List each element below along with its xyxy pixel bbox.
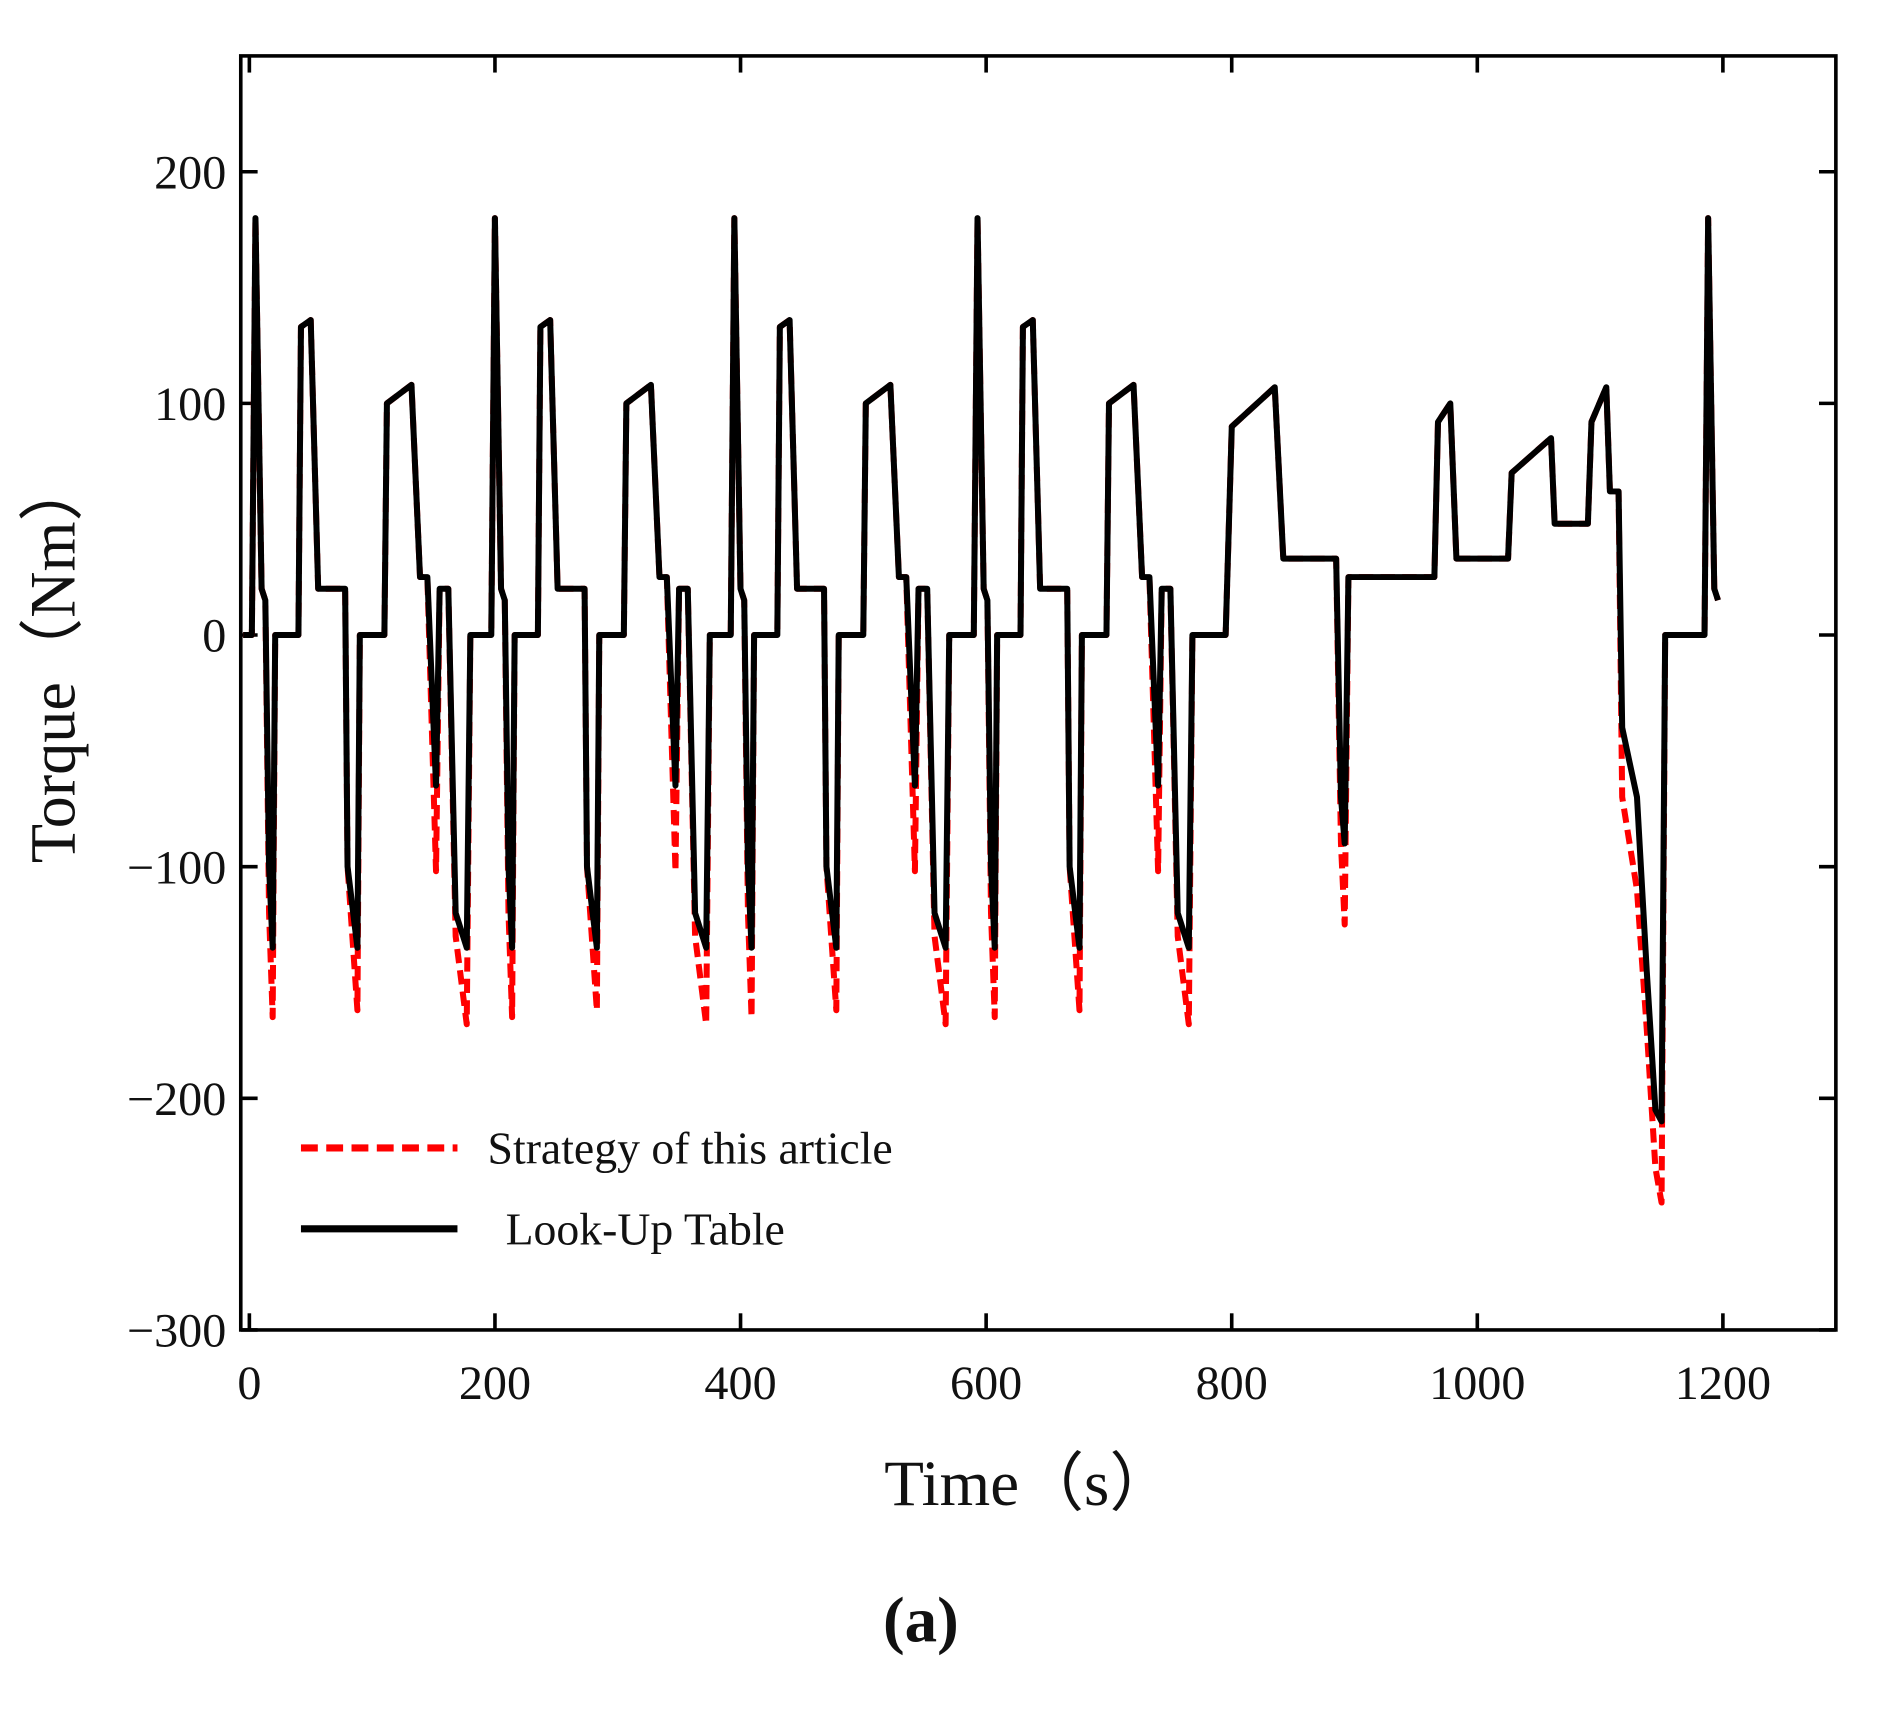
x-tick-label: 800 [1196, 1357, 1268, 1410]
y-tick-label: −300 [127, 1305, 226, 1358]
y-tick-label: −200 [127, 1073, 226, 1126]
x-axis-label: Time（s） [884, 1447, 1174, 1519]
y-tick-label: 0 [202, 610, 226, 663]
plot-frame [238, 54, 1838, 1332]
y-tick-label: 200 [154, 147, 226, 200]
legend-label: Strategy of this article [488, 1123, 893, 1174]
x-tick-label: 0 [237, 1357, 261, 1410]
x-tick-label: 200 [459, 1357, 531, 1410]
x-tick-label: 600 [950, 1357, 1022, 1410]
x-tick-label: 1200 [1675, 1357, 1771, 1410]
legend-label: Look-Up Table [506, 1204, 785, 1255]
y-tick-label: −100 [127, 842, 226, 895]
x-tick-label: 400 [704, 1357, 776, 1410]
y-tick-label: 100 [154, 378, 226, 431]
line-series [243, 215, 1721, 1125]
x-tick-label: 1000 [1429, 1357, 1525, 1410]
caption: (a) [883, 1584, 959, 1657]
y-axis-label: Torque（Nm） [16, 457, 88, 863]
